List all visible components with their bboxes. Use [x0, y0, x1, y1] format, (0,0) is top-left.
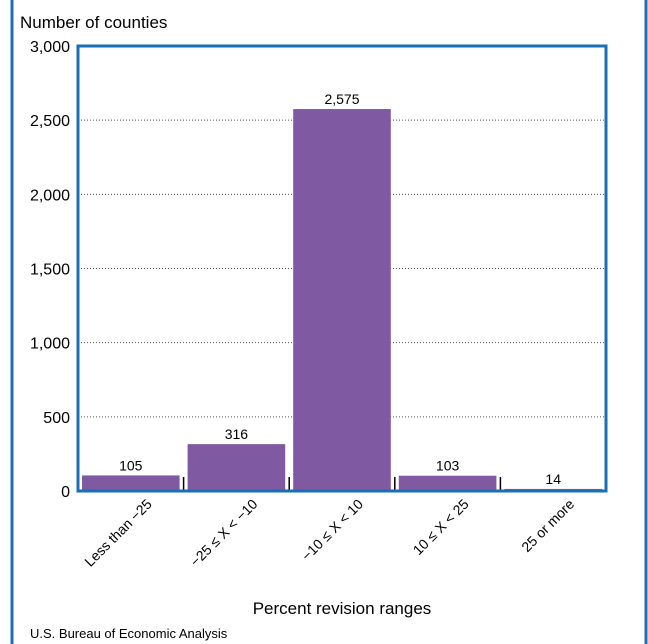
bars [82, 109, 602, 492]
x-tick-label: Less than −25 [81, 496, 155, 570]
x-axis-label: Percent revision ranges [253, 599, 432, 618]
y-tick-label: 1,500 [30, 262, 70, 279]
x-tick-label: −25 ≤ X < −10 [187, 496, 261, 570]
y-ticks: 0 500 1,000 1,500 2,000 2,500 3,000 [30, 39, 70, 501]
data-label: 105 [119, 457, 143, 473]
source-note: U.S. Bureau of Economic Analysis [30, 626, 228, 641]
x-tick-label: 10 ≤ X < 25 [410, 496, 472, 558]
y-tick-label: 1,000 [30, 336, 70, 353]
bar [82, 475, 180, 491]
x-tick-label: 25 or more [518, 496, 577, 555]
bar [293, 109, 391, 492]
bar [187, 444, 286, 491]
bar [398, 475, 497, 491]
data-label: 2,575 [324, 91, 359, 107]
y-tick-label: 3,000 [30, 39, 70, 56]
y-tick-label: 2,500 [30, 113, 70, 130]
y-tick-label: 0 [61, 484, 70, 501]
figure-border [10, 0, 648, 644]
data-labels: 105 316 2,575 103 14 [119, 91, 561, 487]
data-label: 316 [225, 426, 249, 442]
data-label: 14 [545, 471, 561, 487]
data-label: 103 [436, 458, 460, 474]
x-tick-label: −10 ≤ X < 10 [298, 496, 366, 564]
y-tick-label: 500 [43, 410, 70, 427]
y-tick-label: 2,000 [30, 187, 70, 204]
y-axis-label: Number of counties [20, 13, 167, 32]
plot-area [76, 44, 608, 493]
